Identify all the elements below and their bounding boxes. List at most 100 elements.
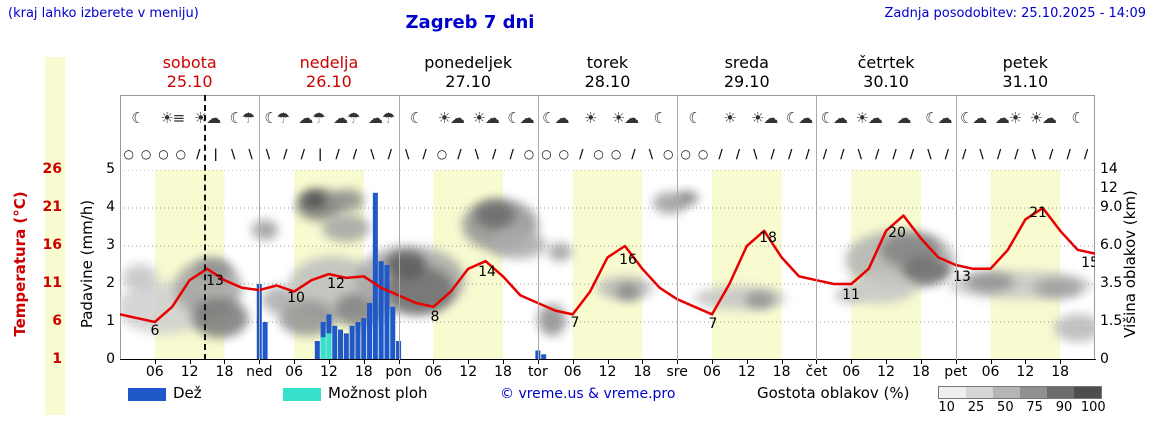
temperature-value-label: 18 [759,230,777,246]
weather-icon: ☀≡ [160,109,185,127]
day-name: nedelja [299,53,359,72]
chart-area: 6 13 10 12 8 14 7 16 7 18 11 20 13 21 15 [117,169,1102,361]
wind-barb-icon: | [317,147,323,161]
cloud-density-blob [475,201,515,229]
x-axis-tick [746,360,748,364]
wind-barb-icon: / [422,147,427,161]
x-axis-label: 12 [459,364,478,380]
cloud-density-scale-values: 10 25 50 75 90 100 [932,400,1108,415]
wind-barb-icon: / [909,147,915,161]
day-icon-group: ☾ ☀☁ ☀☁ ☾☁ [399,96,538,140]
x-axis-tick [955,360,957,364]
x-axis-tick [1025,360,1027,364]
day-name: ponedeljek [424,53,513,72]
x-axis-tick [468,360,470,364]
day-header-torek: torek 28.10 [538,53,677,93]
weather-icon: ☀ [583,109,597,127]
x-axis-tick [990,360,992,364]
precip-axis-tick: 5 [106,161,115,177]
wind-barb-icon: | [213,147,218,161]
weather-icon: ☁☂ [333,109,360,127]
wind-barb-icon: ○ [593,147,604,161]
x-axis-tick [781,360,783,364]
wind-barb-icon: ○ [610,147,622,161]
cloud-density-blob [1034,278,1082,298]
day-separator [955,95,957,360]
wind-barb-icon: \ [979,147,984,161]
day-header-petek: petek 31.10 [956,53,1095,93]
weather-icon: ☀☁ [1029,109,1057,127]
wind-barb-icon: / [874,147,880,161]
daylight-band [990,170,1061,360]
cloud-scale-value: 90 [1055,400,1073,415]
cloud-density-blob [302,191,326,209]
wind-barb-icon: ○ [523,147,535,161]
temperature-value-label: 13 [953,269,971,285]
weather-icon: ☾☁ [785,109,813,127]
x-axis-tick [189,360,191,364]
temperature-value-label: 12 [327,276,345,292]
wind-barb-icon: ○ [436,147,448,161]
weather-icon: ☾☁ [542,109,569,127]
wind-barb-icon: / [962,147,967,161]
day-icon-group: ☾ ☀≡ ☀☁ ☾☂ [120,96,259,140]
wind-barb-icon: \ [927,147,932,161]
temperature-value-label: 13 [206,273,224,289]
x-axis-label: 06 [703,364,721,380]
weather-icon: ☁ [896,109,911,127]
x-axis-tick [503,360,505,364]
wind-barb-icon: ○ [558,147,570,161]
day-separator [816,95,818,360]
wind-barb-icon: / [805,147,810,161]
temperature-value-label: 20 [888,225,906,241]
wind-barb-icon: \ [248,147,253,161]
rain-bar [361,318,367,360]
rain-bar [390,306,396,360]
cloud-density-blob [1054,314,1102,342]
rain-bar [378,261,384,360]
precip-axis-tick: 0 [106,351,115,367]
weather-icon: ☾☂ [229,109,255,127]
cloud-density-blob [678,191,698,205]
weather-icon: ☾☁ [820,109,848,127]
x-axis-label: 06 [285,364,303,380]
precip-axis-tick: 1 [106,313,115,329]
day-date: 27.10 [445,72,492,91]
rain-bar [349,325,355,360]
x-axis-label: ned [246,364,273,380]
wind-barb-icon: / [1083,147,1089,161]
x-axis-tick [572,360,574,364]
cloud-density-blob [122,264,158,292]
x-axis-label: 18 [494,364,512,380]
cloud-axis-tick: 14 [1100,161,1118,177]
precipitation-axis-label: Padavine (mm/h) [78,199,96,329]
day-name: sobota [162,53,217,72]
x-axis-tick [433,360,435,364]
rain-legend-label: Dež [173,384,202,402]
weather-icon: ☁☀ [994,109,1022,127]
weather-icon: ☁☂ [367,109,395,127]
wind-barb-icon: / [787,147,793,161]
day-separator [259,95,261,360]
copyright-link[interactable]: © vreme.us & vreme.pro [500,386,676,402]
temp-axis-tick: 6 [52,313,62,329]
wind-barb-icon: / [352,147,358,161]
x-axis-label: 06 [981,364,1000,380]
x-axis-label: 18 [354,364,373,380]
rain-bar [343,333,349,360]
cloud-density-blob [548,243,572,261]
temperature-value-label: 16 [619,252,637,268]
wind-barb-icon: / [840,147,845,161]
cloud-scale-cell [993,387,1020,398]
day-separator [537,95,539,360]
weather-icon: ☀☁ [750,109,778,127]
day-header-sobota: sobota 25.10 [120,53,259,93]
x-axis-tick [224,360,226,364]
day-separator [677,95,679,360]
wind-barb-icon: ○ [123,147,134,161]
wind-barb-icon: \ [370,147,375,161]
day-header-ponedeljek: ponedeljek 27.10 [399,53,538,93]
weather-icon: ☾☁ [925,109,952,127]
weather-icon: ☾☁ [959,109,987,127]
